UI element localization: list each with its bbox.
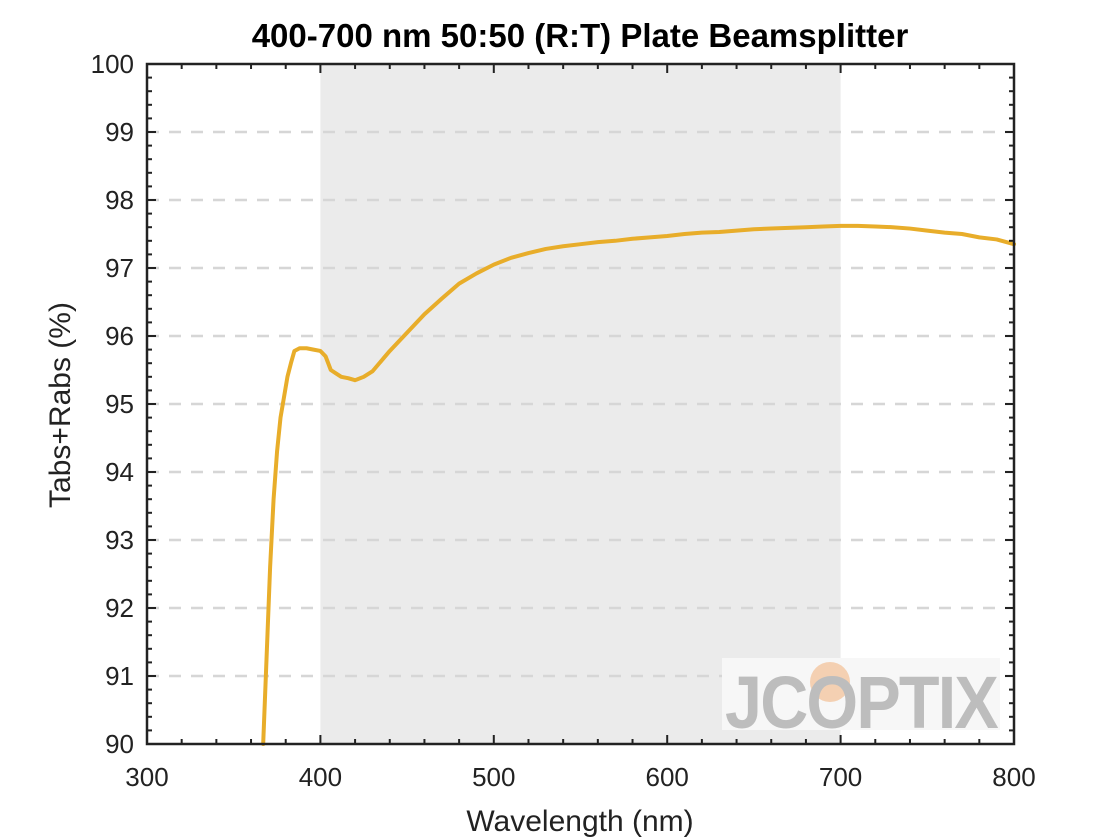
x-tick-label-600: 600 <box>646 762 689 792</box>
y-tick-label-96: 96 <box>105 321 134 351</box>
y-tick-label-90: 90 <box>105 729 134 759</box>
logo-backdrop <box>722 658 1000 730</box>
x-tick-label-300: 300 <box>125 762 168 792</box>
y-tick-label-94: 94 <box>105 457 134 487</box>
y-tick-label-99: 99 <box>105 117 134 147</box>
series-line-0 <box>261 223 1016 746</box>
x-tick-label-400: 400 <box>299 762 342 792</box>
x-tick-label-700: 700 <box>819 762 862 792</box>
logo-text: JCOPTIX <box>725 661 998 744</box>
jcoptix-logo: JCOPTIX <box>722 658 1000 744</box>
plot-area: 300 400 500 600 700 800 90 91 92 93 94 95 96 97 98 99 10… <box>91 49 1036 792</box>
y-tick-label-100: 100 <box>91 49 134 79</box>
logo-accent-dot <box>810 662 850 702</box>
highlight-band <box>320 64 841 744</box>
y-tick-label-97: 97 <box>105 253 134 283</box>
x-axis-label: Wavelength (nm) <box>466 805 693 838</box>
x-tick-label-800: 800 <box>992 762 1035 792</box>
x-tick-label-500: 500 <box>472 762 515 792</box>
y-tick-label-98: 98 <box>105 185 134 215</box>
y-axis-label: Tabs+Rabs (%) <box>44 302 77 508</box>
chart-title: 400-700 nm 50:50 (R:T) Plate Beamsplitte… <box>252 17 909 54</box>
y-tick-label-93: 93 <box>105 525 134 555</box>
y-tick-label-91: 91 <box>105 661 134 691</box>
y-tick-label-95: 95 <box>105 389 134 419</box>
y-tick-label-92: 92 <box>105 593 134 623</box>
